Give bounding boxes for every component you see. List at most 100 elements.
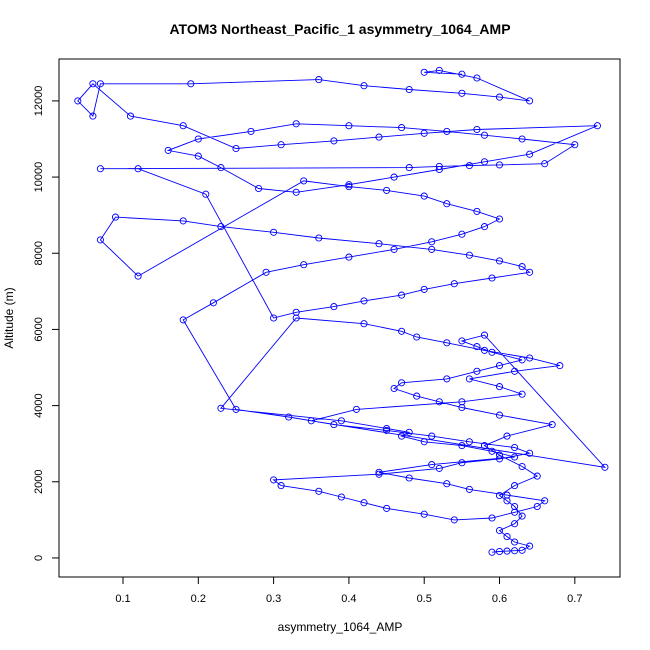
data-point <box>428 432 436 440</box>
data-point <box>495 383 504 391</box>
data-point <box>458 459 466 467</box>
data-point <box>450 516 458 524</box>
data-point <box>390 173 398 181</box>
data-point <box>262 268 270 276</box>
data-point <box>413 392 421 400</box>
data-point <box>405 85 413 94</box>
data-point <box>495 455 504 463</box>
x-tick-label: 0.1 <box>115 593 130 605</box>
series-line <box>77 69 607 553</box>
data-point <box>360 320 368 328</box>
data-point <box>518 263 526 271</box>
data-point <box>111 213 120 221</box>
data-point <box>518 462 526 471</box>
data-point <box>255 184 263 193</box>
data-point <box>465 251 473 259</box>
data-point <box>526 354 534 362</box>
x-tick-label: 0.4 <box>341 593 356 605</box>
data-point <box>443 480 451 488</box>
data-point <box>187 80 195 88</box>
data-point <box>458 442 466 450</box>
data-point <box>435 162 443 170</box>
data-point <box>134 165 142 173</box>
data-point <box>270 228 278 236</box>
data-point <box>473 343 481 351</box>
data-point <box>292 120 300 128</box>
data-point <box>360 82 368 90</box>
data-point <box>89 80 97 88</box>
data-point <box>179 217 187 225</box>
data-point <box>465 162 473 170</box>
data-point <box>209 299 217 307</box>
data-point <box>518 135 526 143</box>
data-point <box>458 398 466 406</box>
data-point <box>126 112 135 120</box>
data-point <box>495 362 504 370</box>
data-point <box>375 133 383 141</box>
data-point <box>247 127 255 135</box>
data-point <box>473 74 481 82</box>
data-point <box>458 89 466 97</box>
data-point <box>503 491 511 499</box>
data-point <box>179 316 187 324</box>
series-points <box>74 66 609 556</box>
data-point <box>383 426 391 434</box>
data-point <box>315 76 323 84</box>
data-point <box>413 333 421 341</box>
data-point <box>488 514 496 522</box>
data-point <box>375 468 383 476</box>
data-point <box>74 97 82 105</box>
y-tick-label: 10000 <box>33 162 45 193</box>
data-point <box>360 297 368 305</box>
data-point <box>398 291 406 299</box>
data-point <box>217 223 225 231</box>
data-point <box>405 428 413 436</box>
data-point <box>503 547 511 555</box>
data-point <box>345 253 353 261</box>
data-point <box>488 548 496 556</box>
data-point <box>300 177 308 185</box>
data-point <box>435 66 443 74</box>
data-point <box>511 547 519 555</box>
data-point <box>526 97 534 105</box>
x-axis-label: asymmetry_1064_AMP <box>278 620 403 634</box>
data-point <box>435 464 443 472</box>
data-point <box>345 181 353 189</box>
data-point <box>480 158 489 166</box>
data-point <box>202 190 210 198</box>
data-point <box>518 512 526 520</box>
data-point <box>465 438 473 446</box>
x-tick-label: 0.5 <box>417 593 432 605</box>
data-point <box>443 339 451 347</box>
data-point <box>601 463 609 471</box>
data-point <box>405 474 413 482</box>
data-point <box>315 487 323 495</box>
data-point <box>548 421 556 429</box>
series-path <box>77 69 607 553</box>
data-point <box>398 327 406 335</box>
data-point <box>443 127 451 135</box>
data-point <box>533 502 541 511</box>
x-tick-label: 0.6 <box>492 593 507 605</box>
data-point <box>292 308 300 316</box>
data-point <box>443 200 451 208</box>
data-point <box>352 405 360 413</box>
data-point <box>315 234 323 242</box>
data-point <box>390 384 398 393</box>
data-point <box>345 122 353 130</box>
data-point <box>495 411 504 419</box>
y-tick-label: 2000 <box>33 470 45 494</box>
data-point <box>511 538 519 546</box>
data-point <box>450 280 458 288</box>
data-point <box>458 403 466 412</box>
data-point <box>435 165 443 174</box>
data-point <box>300 261 308 269</box>
data-point <box>164 146 172 154</box>
data-point <box>488 447 496 455</box>
data-point <box>511 367 519 375</box>
data-point <box>360 499 368 507</box>
data-point <box>473 125 481 134</box>
data-point <box>473 207 481 215</box>
y-tick-label: 12000 <box>33 86 45 117</box>
